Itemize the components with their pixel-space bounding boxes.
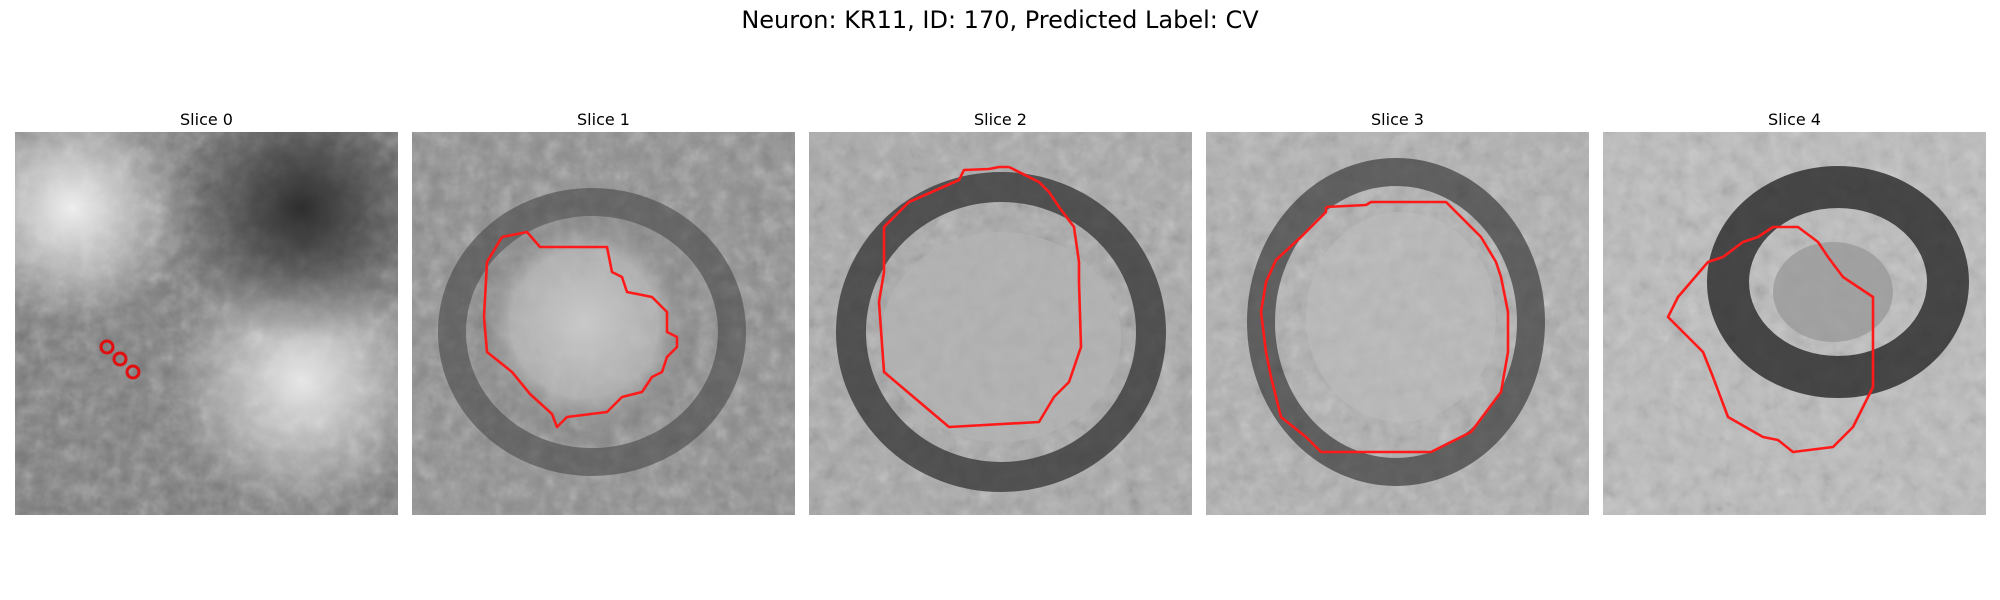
slice-title-1: Slice 1 [577, 110, 630, 129]
slice-svg-3 [1206, 132, 1589, 515]
slice-title-3: Slice 3 [1371, 110, 1424, 129]
marker-point [99, 339, 115, 355]
slice-panel-3: Slice 3 [1206, 108, 1589, 515]
slice-svg-1 [412, 132, 795, 515]
slice-title-4: Slice 4 [1768, 110, 1821, 129]
slice-panel-2: Slice 2 [809, 108, 1192, 515]
slice-panel-1: Slice 1 [412, 108, 795, 515]
marker-point [112, 351, 128, 367]
marker-point [125, 364, 141, 380]
slice-title-0: Slice 0 [180, 110, 233, 129]
slice-image-2 [809, 132, 1192, 515]
cell-contour [877, 165, 1083, 429]
slice-image-1 [412, 132, 795, 515]
figure-title: Neuron: KR11, ID: 170, Predicted Label: … [741, 6, 1259, 34]
slice-svg-2 [809, 132, 1192, 515]
slice-panel-4: Slice 4 [1603, 108, 1986, 515]
slice-image-3 [1206, 132, 1589, 515]
slice-image-0 [15, 132, 398, 515]
cell-contour [1666, 225, 1875, 454]
slice-svg-0 [15, 132, 398, 515]
slice-panel-0: Slice 0 [15, 108, 398, 515]
slice-image-4 [1603, 132, 1986, 515]
cell-contour [482, 230, 679, 429]
slice-svg-4 [1603, 132, 1986, 515]
cell-contour [1259, 200, 1510, 454]
slice-title-2: Slice 2 [974, 110, 1027, 129]
